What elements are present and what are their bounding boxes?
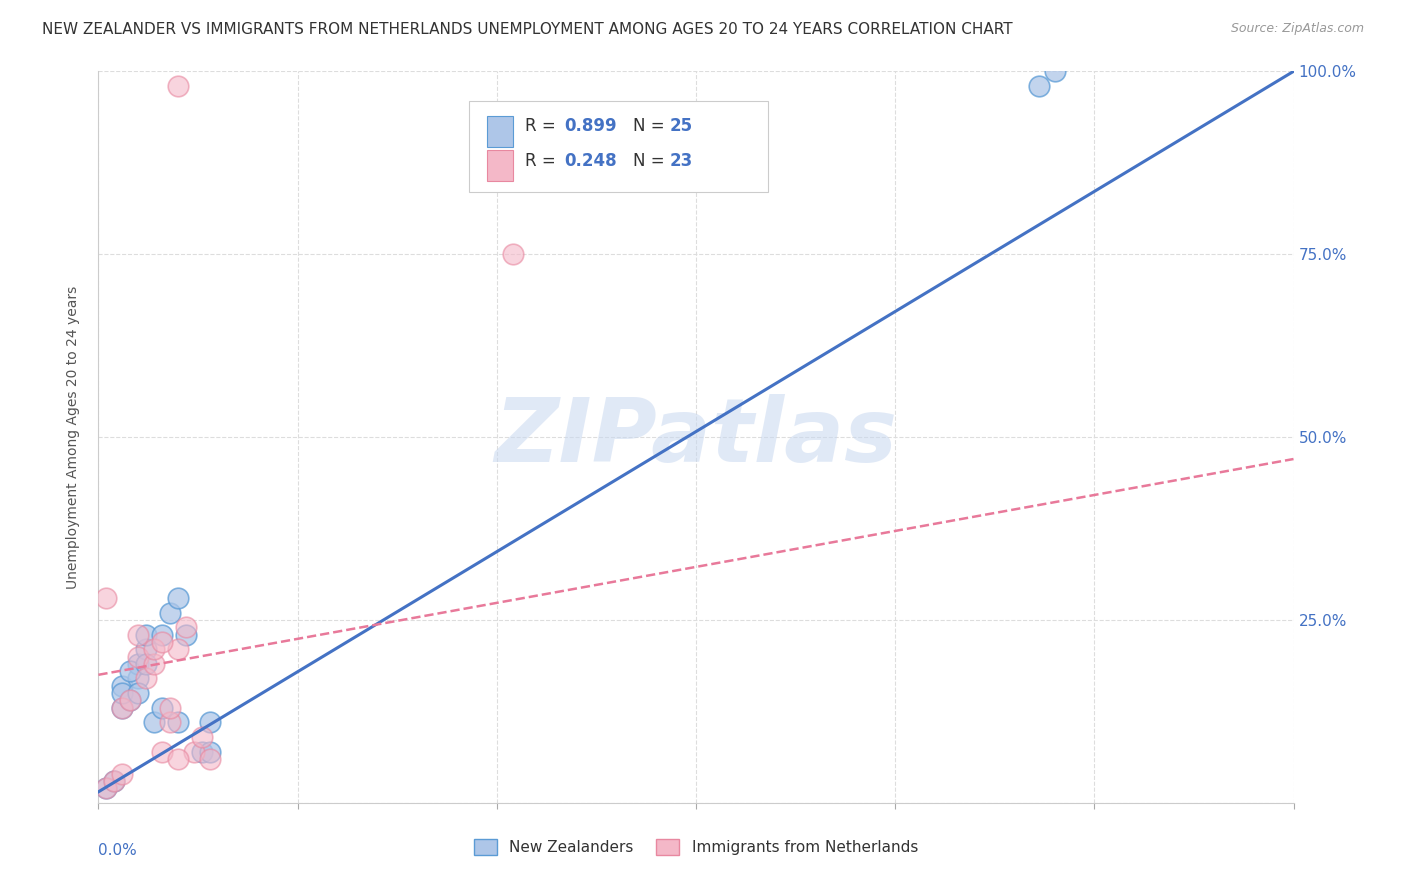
Point — [167, 642, 190, 657]
Point — [150, 635, 173, 649]
Point — [159, 700, 181, 714]
Text: NEW ZEALANDER VS IMMIGRANTS FROM NETHERLANDS UNEMPLOYMENT AMONG AGES 20 TO 24 YE: NEW ZEALANDER VS IMMIGRANTS FROM NETHERL… — [42, 22, 1012, 37]
Point — [167, 78, 190, 93]
Point — [120, 664, 142, 678]
Point — [198, 745, 221, 759]
Text: ZIPatlas: ZIPatlas — [495, 393, 897, 481]
Y-axis label: Unemployment Among Ages 20 to 24 years: Unemployment Among Ages 20 to 24 years — [66, 285, 80, 589]
Legend: New Zealanders, Immigrants from Netherlands: New Zealanders, Immigrants from Netherla… — [468, 833, 924, 861]
Point — [167, 715, 190, 730]
Point — [135, 657, 157, 671]
Point — [127, 627, 149, 641]
Point — [167, 752, 190, 766]
Text: 0.248: 0.248 — [565, 152, 617, 169]
Text: 25: 25 — [669, 118, 693, 136]
Point — [127, 686, 149, 700]
Point — [150, 627, 173, 641]
Point — [150, 745, 173, 759]
Point — [96, 781, 118, 796]
Text: 0.899: 0.899 — [565, 118, 617, 136]
Point — [96, 781, 118, 796]
Text: R =: R = — [524, 118, 561, 136]
Point — [111, 700, 134, 714]
Point — [143, 715, 166, 730]
Point — [135, 672, 157, 686]
Point — [135, 642, 157, 657]
Point — [174, 620, 197, 634]
Point — [191, 745, 214, 759]
Point — [159, 715, 181, 730]
Point — [174, 627, 197, 641]
Point — [111, 766, 134, 780]
Point — [167, 591, 190, 605]
Point — [183, 745, 205, 759]
Point — [1043, 64, 1066, 78]
Text: 23: 23 — [669, 152, 693, 169]
Point — [127, 672, 149, 686]
Text: N =: N = — [633, 118, 669, 136]
Point — [111, 686, 134, 700]
Bar — [486, 116, 513, 146]
Text: R =: R = — [524, 152, 561, 169]
Point — [111, 700, 134, 714]
Point — [103, 773, 125, 788]
Point — [127, 657, 149, 671]
Point — [135, 627, 157, 641]
FancyBboxPatch shape — [470, 101, 768, 192]
Point — [198, 715, 221, 730]
Point — [120, 693, 142, 707]
Text: N =: N = — [633, 152, 669, 169]
Point — [143, 657, 166, 671]
Point — [127, 649, 149, 664]
Point — [191, 730, 214, 744]
Text: Source: ZipAtlas.com: Source: ZipAtlas.com — [1230, 22, 1364, 36]
Point — [502, 247, 524, 261]
Point — [96, 591, 118, 605]
Bar — [486, 151, 513, 181]
Point — [120, 693, 142, 707]
Point — [198, 752, 221, 766]
Point — [150, 700, 173, 714]
Point — [159, 606, 181, 620]
Point — [111, 679, 134, 693]
Point — [103, 773, 125, 788]
Point — [1028, 78, 1050, 93]
Point — [143, 642, 166, 657]
Text: 0.0%: 0.0% — [98, 843, 138, 858]
